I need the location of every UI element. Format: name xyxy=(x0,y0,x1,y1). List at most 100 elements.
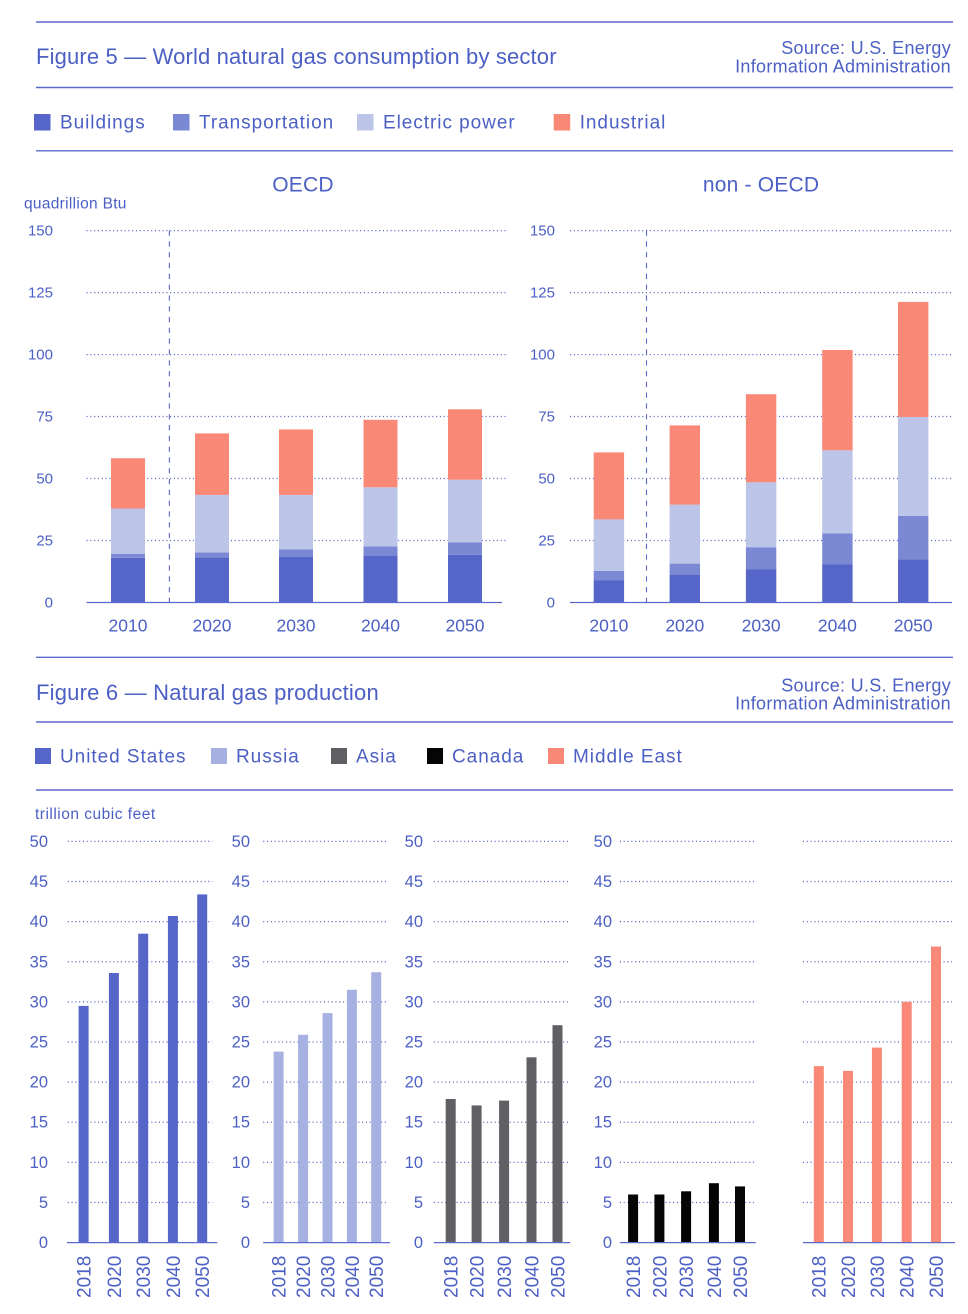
svg-text:5: 5 xyxy=(414,1194,423,1212)
svg-text:5: 5 xyxy=(39,1194,48,1212)
svg-text:45: 45 xyxy=(30,873,48,891)
svg-text:150: 150 xyxy=(530,223,555,240)
svg-text:2040: 2040 xyxy=(164,1256,185,1298)
svg-text:20: 20 xyxy=(594,1074,612,1092)
svg-text:2040: 2040 xyxy=(343,1256,364,1298)
svg-text:Information Administration: Information Administration xyxy=(735,694,951,714)
svg-text:2030: 2030 xyxy=(868,1256,889,1298)
svg-text:40: 40 xyxy=(594,913,612,931)
svg-text:30: 30 xyxy=(30,993,48,1011)
svg-text:5: 5 xyxy=(241,1194,250,1212)
svg-text:75: 75 xyxy=(538,409,555,426)
svg-text:Figure 6 — Natural gas product: Figure 6 — Natural gas production xyxy=(36,680,379,705)
svg-text:150: 150 xyxy=(28,223,53,240)
svg-text:50: 50 xyxy=(232,833,250,851)
svg-text:non - OECD: non - OECD xyxy=(703,174,819,197)
svg-text:Electric power: Electric power xyxy=(383,113,516,134)
svg-text:100: 100 xyxy=(28,347,53,364)
svg-text:15: 15 xyxy=(405,1114,423,1132)
svg-text:Industrial: Industrial xyxy=(580,113,667,134)
svg-text:2050: 2050 xyxy=(367,1256,388,1298)
svg-text:2020: 2020 xyxy=(193,616,232,636)
svg-text:United States: United States xyxy=(60,747,186,768)
svg-text:2050: 2050 xyxy=(927,1256,948,1298)
svg-text:2018: 2018 xyxy=(624,1256,645,1298)
svg-text:25: 25 xyxy=(30,1034,48,1052)
svg-text:2040: 2040 xyxy=(522,1256,543,1298)
svg-text:100: 100 xyxy=(530,347,555,364)
svg-text:15: 15 xyxy=(232,1114,250,1132)
svg-text:0: 0 xyxy=(603,1234,612,1252)
svg-text:75: 75 xyxy=(36,409,53,426)
svg-text:50: 50 xyxy=(36,471,53,488)
svg-text:2018: 2018 xyxy=(75,1256,96,1298)
svg-text:50: 50 xyxy=(594,833,612,851)
svg-text:50: 50 xyxy=(538,471,555,488)
svg-text:2020: 2020 xyxy=(294,1256,315,1298)
svg-text:Figure 5 — World natural gas c: Figure 5 — World natural gas consumption… xyxy=(36,44,557,69)
svg-text:125: 125 xyxy=(28,285,53,302)
svg-text:0: 0 xyxy=(39,1234,48,1252)
svg-text:125: 125 xyxy=(530,285,555,302)
svg-text:Canada: Canada xyxy=(452,747,524,768)
svg-text:Source: U.S. Energy: Source: U.S. Energy xyxy=(781,676,951,696)
svg-text:2020: 2020 xyxy=(839,1256,860,1298)
svg-text:40: 40 xyxy=(232,913,250,931)
svg-text:2050: 2050 xyxy=(894,616,933,636)
svg-text:25: 25 xyxy=(594,1034,612,1052)
svg-text:5: 5 xyxy=(603,1194,612,1212)
svg-text:0: 0 xyxy=(547,595,555,612)
svg-text:quadrillion Btu: quadrillion Btu xyxy=(24,196,127,213)
svg-text:Buildings: Buildings xyxy=(60,113,146,134)
svg-text:Middle East: Middle East xyxy=(573,747,683,768)
svg-text:2030: 2030 xyxy=(495,1256,516,1298)
svg-text:20: 20 xyxy=(232,1074,250,1092)
svg-text:2030: 2030 xyxy=(318,1256,339,1298)
svg-text:2020: 2020 xyxy=(468,1256,489,1298)
svg-text:Asia: Asia xyxy=(356,747,397,768)
svg-text:35: 35 xyxy=(30,953,48,971)
svg-text:2040: 2040 xyxy=(898,1256,919,1298)
svg-text:Source: U.S. Energy: Source: U.S. Energy xyxy=(781,38,951,58)
svg-text:20: 20 xyxy=(405,1074,423,1092)
svg-text:2020: 2020 xyxy=(105,1256,126,1298)
svg-text:50: 50 xyxy=(405,833,423,851)
svg-text:40: 40 xyxy=(405,913,423,931)
svg-text:trillion cubic feet: trillion cubic feet xyxy=(35,806,156,823)
svg-text:2030: 2030 xyxy=(277,616,316,636)
svg-text:10: 10 xyxy=(594,1154,612,1172)
svg-text:2050: 2050 xyxy=(731,1256,752,1298)
svg-text:25: 25 xyxy=(405,1034,423,1052)
svg-text:30: 30 xyxy=(405,993,423,1011)
svg-text:OECD: OECD xyxy=(272,174,333,197)
svg-text:35: 35 xyxy=(405,953,423,971)
svg-text:30: 30 xyxy=(232,993,250,1011)
svg-text:10: 10 xyxy=(30,1154,48,1172)
svg-text:25: 25 xyxy=(36,533,53,550)
svg-text:35: 35 xyxy=(594,953,612,971)
svg-text:Russia: Russia xyxy=(236,747,300,768)
svg-text:2050: 2050 xyxy=(193,1256,214,1298)
svg-text:25: 25 xyxy=(232,1034,250,1052)
svg-text:45: 45 xyxy=(594,873,612,891)
svg-text:50: 50 xyxy=(30,833,48,851)
svg-text:45: 45 xyxy=(232,873,250,891)
svg-text:2050: 2050 xyxy=(446,616,485,636)
svg-text:2018: 2018 xyxy=(442,1256,463,1298)
svg-text:15: 15 xyxy=(30,1114,48,1132)
svg-text:2020: 2020 xyxy=(665,616,704,636)
svg-text:0: 0 xyxy=(241,1234,250,1252)
svg-text:Transportation: Transportation xyxy=(199,113,334,134)
svg-text:2030: 2030 xyxy=(742,616,781,636)
svg-text:20: 20 xyxy=(30,1074,48,1092)
svg-text:10: 10 xyxy=(232,1154,250,1172)
svg-text:25: 25 xyxy=(538,533,555,550)
svg-text:2030: 2030 xyxy=(134,1256,155,1298)
svg-text:2030: 2030 xyxy=(677,1256,698,1298)
svg-text:2040: 2040 xyxy=(361,616,400,636)
svg-text:0: 0 xyxy=(414,1234,423,1252)
svg-text:Information Administration: Information Administration xyxy=(735,57,951,77)
svg-text:2050: 2050 xyxy=(548,1256,569,1298)
svg-text:35: 35 xyxy=(232,953,250,971)
svg-text:2020: 2020 xyxy=(650,1256,671,1298)
